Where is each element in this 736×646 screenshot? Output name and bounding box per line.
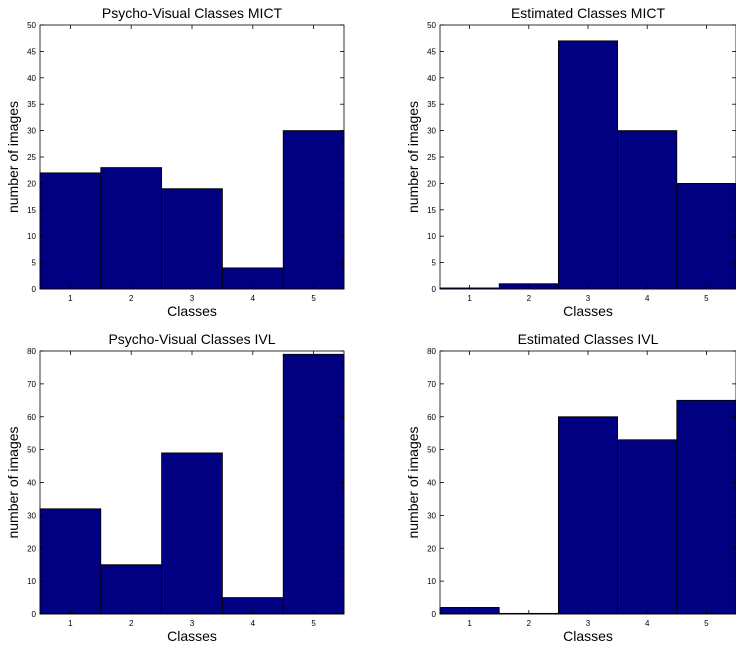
bar-class-5 (282, 353, 345, 615)
y-axis-label: number of images (5, 101, 21, 213)
y-tick-label: 20 (427, 179, 436, 188)
y-tick-label: 80 (27, 347, 36, 356)
x-axis-label: Classes (563, 628, 613, 644)
y-tick-label: 0 (32, 610, 37, 619)
y-tick-label: 20 (27, 544, 36, 553)
y-tick-label: 40 (27, 74, 36, 83)
x-tick-label: 1 (68, 294, 73, 303)
y-tick-label: 20 (427, 544, 436, 553)
y-tick-label: 15 (27, 206, 36, 215)
y-tick-label: 60 (427, 413, 436, 422)
y-tick-label: 45 (427, 47, 436, 56)
x-tick-label: 3 (586, 619, 591, 628)
y-tick-label: 30 (27, 127, 36, 136)
y-tick-label: 80 (427, 347, 436, 356)
bar-class-5 (282, 130, 345, 290)
y-tick-label: 50 (427, 21, 436, 30)
y-tick-label: 30 (427, 127, 436, 136)
y-tick-label: 30 (427, 511, 436, 520)
x-tick-label: 2 (129, 619, 134, 628)
x-tick-label: 2 (129, 294, 134, 303)
y-tick-label: 40 (27, 479, 36, 488)
y-tick-label: 50 (27, 446, 36, 455)
x-axis-label: Classes (167, 628, 217, 644)
y-tick-label: 5 (32, 259, 37, 268)
y-axis-label: number of images (405, 426, 421, 538)
y-tick-label: 0 (432, 610, 437, 619)
y-tick-label: 40 (427, 479, 436, 488)
chart-title: Estimated Classes IVL (518, 331, 659, 347)
x-tick-label: 2 (527, 619, 532, 628)
y-tick-label: 5 (432, 259, 437, 268)
y-tick-label: 30 (27, 511, 36, 520)
y-tick-label: 35 (27, 100, 36, 109)
bar-class-2 (100, 564, 163, 615)
x-tick-label: 5 (311, 294, 316, 303)
bar-class-5 (676, 399, 736, 615)
x-axis-label: Classes (563, 303, 613, 319)
bar-class-3 (161, 452, 223, 615)
bar-class-3 (558, 416, 619, 615)
y-tick-label: 25 (27, 153, 36, 162)
y-tick-label: 50 (427, 446, 436, 455)
y-tick-label: 70 (27, 380, 36, 389)
y-tick-label: 50 (27, 21, 36, 30)
y-tick-label: 20 (27, 179, 36, 188)
y-tick-label: 35 (427, 100, 436, 109)
bar-class-5 (676, 182, 736, 290)
y-tick-label: 70 (427, 380, 436, 389)
x-tick-label: 4 (645, 294, 650, 303)
chart-title: Psycho-Visual Classes IVL (108, 331, 275, 347)
y-tick-label: 10 (427, 232, 436, 241)
bar-class-3 (558, 40, 619, 290)
x-tick-label: 4 (645, 619, 650, 628)
x-tick-label: 5 (311, 619, 316, 628)
x-tick-label: 1 (68, 619, 73, 628)
y-tick-label: 40 (427, 74, 436, 83)
chart-title: Psycho-Visual Classes MICT (102, 5, 283, 21)
y-tick-label: 10 (27, 577, 36, 586)
bar-class-1 (39, 508, 102, 615)
x-tick-label: 5 (704, 619, 709, 628)
chart-title: Estimated Classes MICT (511, 5, 665, 21)
chart-panel-4: 0 10 20 30 40 50 60 70 80 1 2 3 4 5 Estimated Classes … (405, 331, 736, 644)
y-tick-label: 10 (427, 577, 436, 586)
x-tick-label: 3 (190, 619, 195, 628)
bar-class-1 (39, 172, 102, 290)
x-tick-label: 3 (190, 294, 195, 303)
bar-class-4 (617, 130, 678, 290)
y-tick-label: 25 (427, 153, 436, 162)
x-tick-label: 4 (251, 294, 256, 303)
y-tick-label: 0 (32, 285, 37, 294)
y-axis-label: number of images (405, 101, 421, 213)
y-tick-label: 45 (27, 47, 36, 56)
bar-class-2 (100, 167, 163, 290)
chart-panel-3: 0 10 20 30 40 50 60 70 80 1 2 3 4 5 Psycho-Visual Clas… (5, 331, 345, 644)
y-axis-label: number of images (5, 426, 21, 538)
y-tick-label: 10 (27, 232, 36, 241)
y-tick-label: 60 (27, 413, 36, 422)
x-tick-label: 3 (586, 294, 591, 303)
x-tick-label: 2 (527, 294, 532, 303)
x-tick-label: 5 (704, 294, 709, 303)
y-tick-label: 0 (432, 285, 437, 294)
x-tick-label: 4 (251, 619, 256, 628)
bar-class-4 (617, 439, 678, 615)
bar-class-3 (161, 188, 223, 290)
x-tick-label: 1 (467, 619, 472, 628)
y-tick-label: 15 (427, 206, 436, 215)
x-tick-label: 1 (467, 294, 472, 303)
x-axis-label: Classes (167, 303, 217, 319)
